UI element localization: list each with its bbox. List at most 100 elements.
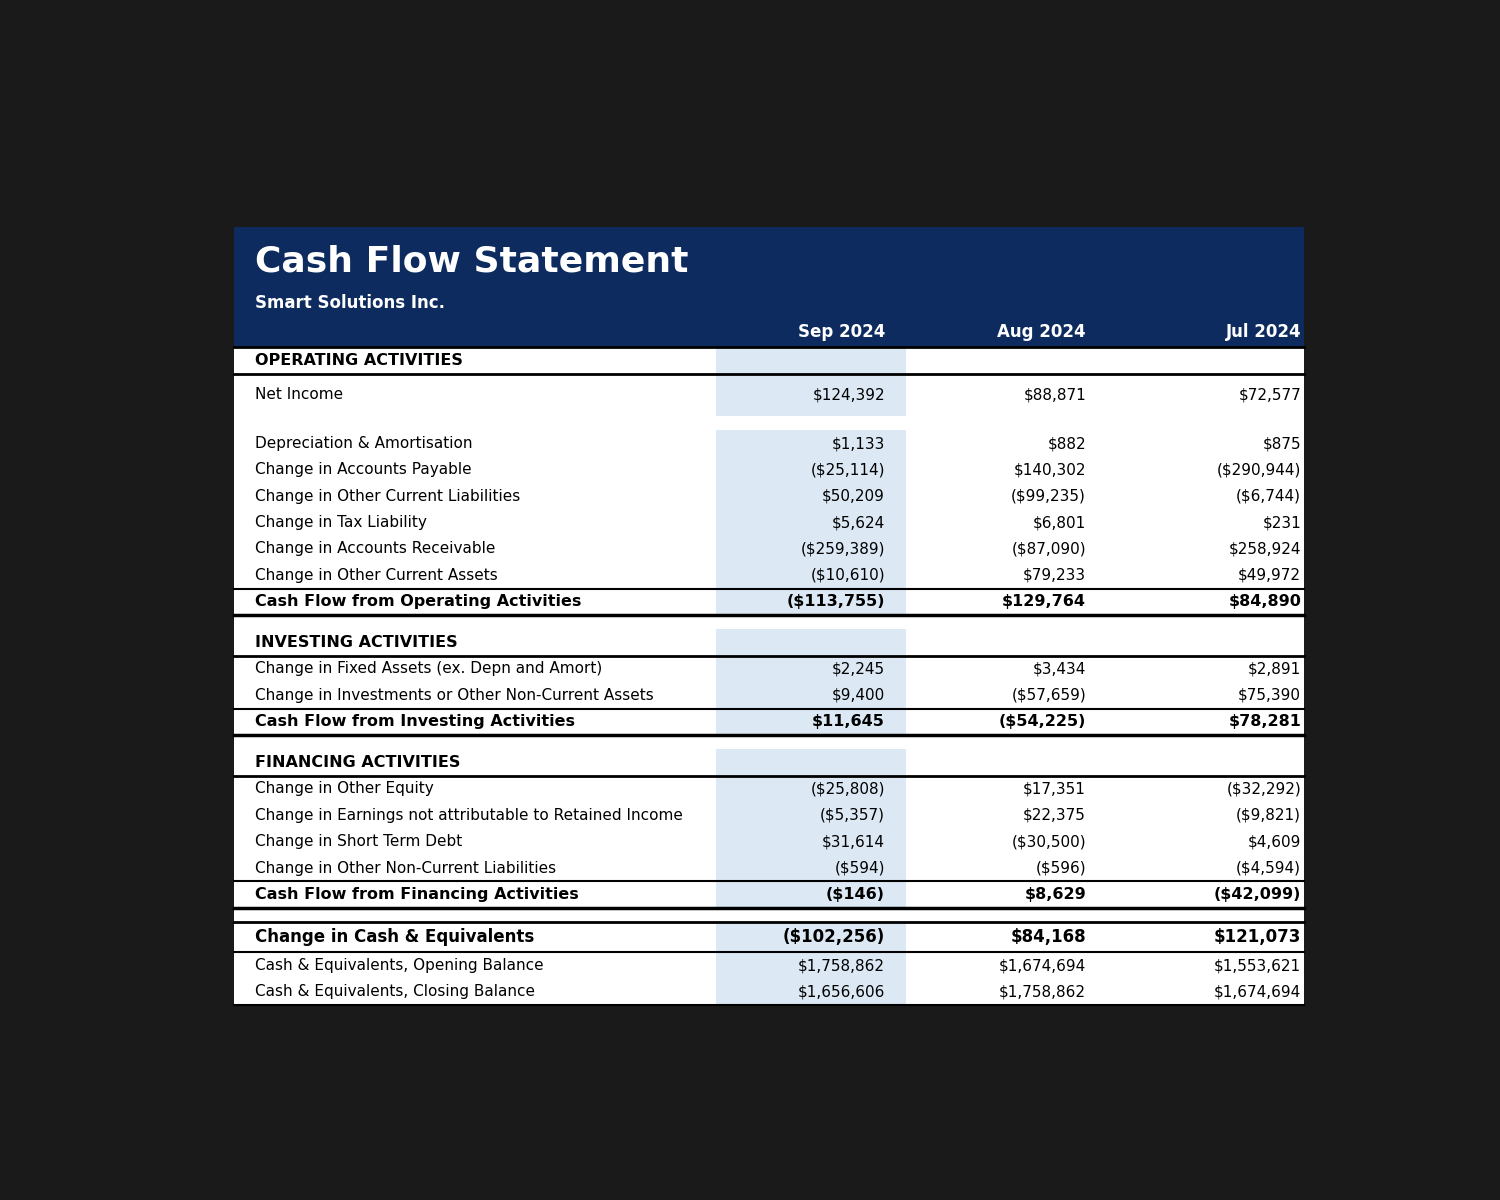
Text: ($32,292): ($32,292) (1227, 781, 1300, 797)
Text: Depreciation & Amortisation: Depreciation & Amortisation (255, 436, 472, 451)
FancyBboxPatch shape (717, 373, 906, 416)
Text: FINANCING ACTIVITIES: FINANCING ACTIVITIES (255, 755, 460, 770)
Text: Net Income: Net Income (255, 388, 344, 402)
Text: $31,614: $31,614 (822, 834, 885, 850)
FancyBboxPatch shape (234, 227, 1304, 347)
Text: Change in Tax Liability: Change in Tax Liability (255, 515, 428, 530)
Text: Change in Accounts Receivable: Change in Accounts Receivable (255, 541, 495, 557)
Text: $124,392: $124,392 (813, 388, 885, 402)
Text: $49,972: $49,972 (1238, 568, 1300, 583)
FancyBboxPatch shape (717, 682, 906, 708)
Text: Change in Accounts Payable: Change in Accounts Payable (255, 462, 471, 478)
Text: $88,871: $88,871 (1023, 388, 1086, 402)
FancyBboxPatch shape (717, 979, 906, 1006)
Text: $6,801: $6,801 (1034, 515, 1086, 530)
Text: ($259,389): ($259,389) (801, 541, 885, 557)
Text: $2,245: $2,245 (833, 661, 885, 677)
Text: Aug 2024: Aug 2024 (998, 324, 1086, 342)
Text: ($25,114): ($25,114) (810, 462, 885, 478)
FancyBboxPatch shape (717, 431, 906, 457)
FancyBboxPatch shape (717, 510, 906, 536)
Text: Cash Flow Statement: Cash Flow Statement (255, 245, 689, 278)
Text: ($4,594): ($4,594) (1236, 860, 1300, 876)
Text: INVESTING ACTIVITIES: INVESTING ACTIVITIES (255, 635, 458, 650)
FancyBboxPatch shape (717, 484, 906, 510)
Text: Change in Cash & Equivalents: Change in Cash & Equivalents (255, 929, 534, 947)
Text: $84,168: $84,168 (1011, 929, 1086, 947)
FancyBboxPatch shape (717, 828, 906, 854)
Text: $4,609: $4,609 (1248, 834, 1300, 850)
Text: ($87,090): ($87,090) (1011, 541, 1086, 557)
Text: $72,577: $72,577 (1239, 388, 1300, 402)
Text: ($113,755): ($113,755) (786, 594, 885, 610)
Text: $22,375: $22,375 (1023, 808, 1086, 823)
Text: Change in Other Current Liabilities: Change in Other Current Liabilities (255, 488, 520, 504)
Text: $1,133: $1,133 (831, 436, 885, 451)
FancyBboxPatch shape (717, 562, 906, 588)
Text: Change in Other Current Assets: Change in Other Current Assets (255, 568, 498, 583)
Text: ($57,659): ($57,659) (1011, 688, 1086, 703)
Text: $121,073: $121,073 (1214, 929, 1300, 947)
Text: $875: $875 (1263, 436, 1300, 451)
Text: $1,674,694: $1,674,694 (1214, 984, 1300, 1000)
Text: ($25,808): ($25,808) (810, 781, 885, 797)
FancyBboxPatch shape (717, 588, 906, 614)
Text: Cash Flow from Financing Activities: Cash Flow from Financing Activities (255, 887, 579, 902)
FancyBboxPatch shape (717, 708, 906, 734)
Text: $11,645: $11,645 (812, 714, 885, 730)
Text: $258,924: $258,924 (1228, 541, 1300, 557)
Text: Cash Flow from Operating Activities: Cash Flow from Operating Activities (255, 594, 582, 610)
Text: $5,624: $5,624 (831, 515, 885, 530)
Text: ($594): ($594) (834, 860, 885, 876)
FancyBboxPatch shape (717, 802, 906, 828)
FancyBboxPatch shape (717, 655, 906, 682)
Text: Change in Earnings not attributable to Retained Income: Change in Earnings not attributable to R… (255, 808, 683, 823)
Text: Change in Investments or Other Non-Current Assets: Change in Investments or Other Non-Curre… (255, 688, 654, 703)
Text: $8,629: $8,629 (1024, 887, 1086, 902)
Text: $231: $231 (1263, 515, 1300, 530)
Text: $882: $882 (1047, 436, 1086, 451)
Text: $1,553,621: $1,553,621 (1214, 958, 1300, 973)
FancyBboxPatch shape (234, 227, 1304, 1006)
Text: ($30,500): ($30,500) (1011, 834, 1086, 850)
Text: Smart Solutions Inc.: Smart Solutions Inc. (255, 294, 446, 312)
Text: $1,758,862: $1,758,862 (999, 984, 1086, 1000)
Text: ($146): ($146) (827, 887, 885, 902)
Text: $9,400: $9,400 (831, 688, 885, 703)
FancyBboxPatch shape (717, 749, 906, 775)
Text: $79,233: $79,233 (1023, 568, 1086, 583)
Text: Jul 2024: Jul 2024 (1226, 324, 1300, 342)
Text: $3,434: $3,434 (1032, 661, 1086, 677)
Text: OPERATING ACTIVITIES: OPERATING ACTIVITIES (255, 353, 464, 368)
Text: ($42,099): ($42,099) (1214, 887, 1300, 902)
Text: $1,674,694: $1,674,694 (999, 958, 1086, 973)
Text: Change in Other Equity: Change in Other Equity (255, 781, 434, 797)
Text: $2,891: $2,891 (1248, 661, 1300, 677)
Text: ($102,256): ($102,256) (783, 929, 885, 947)
Text: ($6,744): ($6,744) (1236, 488, 1300, 504)
Text: ($10,610): ($10,610) (810, 568, 885, 583)
Text: ($9,821): ($9,821) (1236, 808, 1300, 823)
Text: Change in Fixed Assets (ex. Depn and Amort): Change in Fixed Assets (ex. Depn and Amo… (255, 661, 602, 677)
Text: $84,890: $84,890 (1228, 594, 1300, 610)
Text: ($54,225): ($54,225) (999, 714, 1086, 730)
Text: Sep 2024: Sep 2024 (798, 324, 885, 342)
Text: Cash Flow from Investing Activities: Cash Flow from Investing Activities (255, 714, 574, 730)
Text: ($99,235): ($99,235) (1011, 488, 1086, 504)
Text: $50,209: $50,209 (822, 488, 885, 504)
Text: $75,390: $75,390 (1238, 688, 1300, 703)
FancyBboxPatch shape (717, 775, 906, 802)
FancyBboxPatch shape (717, 457, 906, 484)
Text: $17,351: $17,351 (1023, 781, 1086, 797)
Text: Change in Other Non-Current Liabilities: Change in Other Non-Current Liabilities (255, 860, 556, 876)
Text: ($5,357): ($5,357) (821, 808, 885, 823)
Text: $78,281: $78,281 (1228, 714, 1300, 730)
FancyBboxPatch shape (717, 536, 906, 562)
FancyBboxPatch shape (717, 347, 906, 373)
Text: Cash & Equivalents, Closing Balance: Cash & Equivalents, Closing Balance (255, 984, 536, 1000)
FancyBboxPatch shape (717, 953, 906, 979)
Text: ($290,944): ($290,944) (1216, 462, 1300, 478)
FancyBboxPatch shape (717, 630, 906, 655)
Text: ($596): ($596) (1035, 860, 1086, 876)
Text: Cash & Equivalents, Opening Balance: Cash & Equivalents, Opening Balance (255, 958, 543, 973)
